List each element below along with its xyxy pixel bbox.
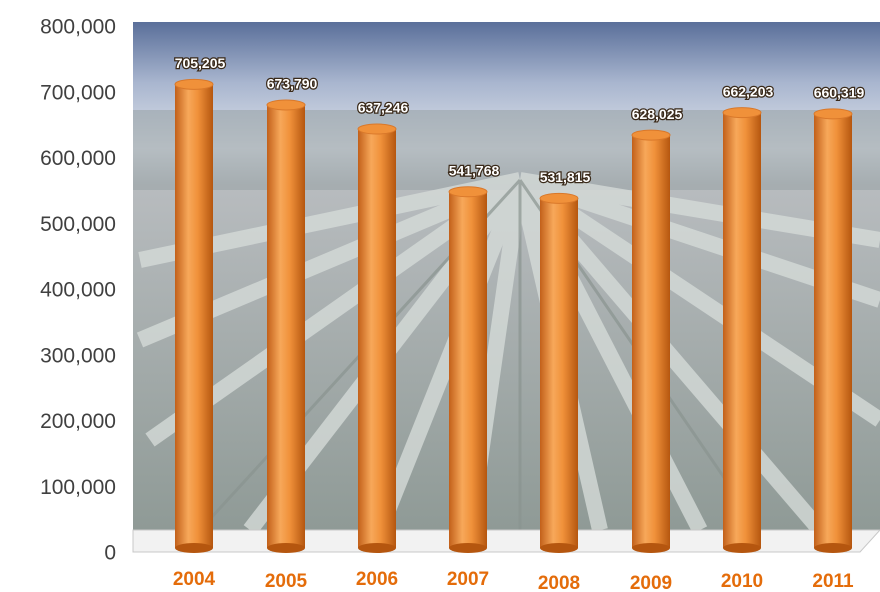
bar [267,104,305,548]
x-tick-label: 2006 [356,569,398,590]
y-tick-label: 800,000 [40,16,116,39]
y-tick-label: 600,000 [40,147,116,170]
bar-top [448,186,488,198]
value-label: 673,790 [267,76,318,92]
bar [449,191,487,548]
x-tick-label: 2004 [173,569,216,590]
y-tick-label: 0 [104,542,116,565]
bar-base [723,543,761,553]
bar [814,113,852,548]
y-tick-label: 500,000 [40,213,116,236]
bar-base [632,543,670,553]
bar [358,129,396,549]
bar-top [539,192,579,204]
y-tick-label: 400,000 [40,279,116,302]
x-tick-label: 2011 [812,571,854,592]
bar-base [449,543,487,553]
value-label: 531,815 [540,169,591,185]
x-tick-label: 2007 [447,569,489,590]
bar-top [357,123,397,135]
y-tick-label: 100,000 [40,476,116,499]
value-label: 660,319 [814,85,865,101]
bar-base [540,543,578,553]
value-label: 637,246 [358,100,409,116]
x-tick-label: 2009 [630,573,672,592]
value-label: 628,025 [632,106,683,122]
bar-top [174,78,214,90]
x-tick-label: 2005 [265,571,308,592]
bar-top [631,129,671,141]
bar [723,112,761,548]
floor [132,529,880,553]
bar [540,198,578,548]
bar-base [358,543,396,553]
bar-base [267,543,305,553]
bar-base [175,543,213,553]
bar-top [813,108,853,120]
bar [632,135,670,549]
y-tick-label: 700,000 [40,81,116,104]
value-label: 705,205 [175,55,226,71]
value-label: 662,203 [723,83,774,99]
y-tick-label: 200,000 [40,410,116,433]
y-tick-label: 300,000 [40,344,116,367]
x-tick-label: 2010 [721,571,763,592]
x-tick-label: 2008 [538,573,580,592]
bar-top [266,99,306,111]
bar [175,84,213,549]
bar-base [814,543,852,553]
bar-top [722,107,762,119]
value-label: 541,768 [449,162,500,178]
